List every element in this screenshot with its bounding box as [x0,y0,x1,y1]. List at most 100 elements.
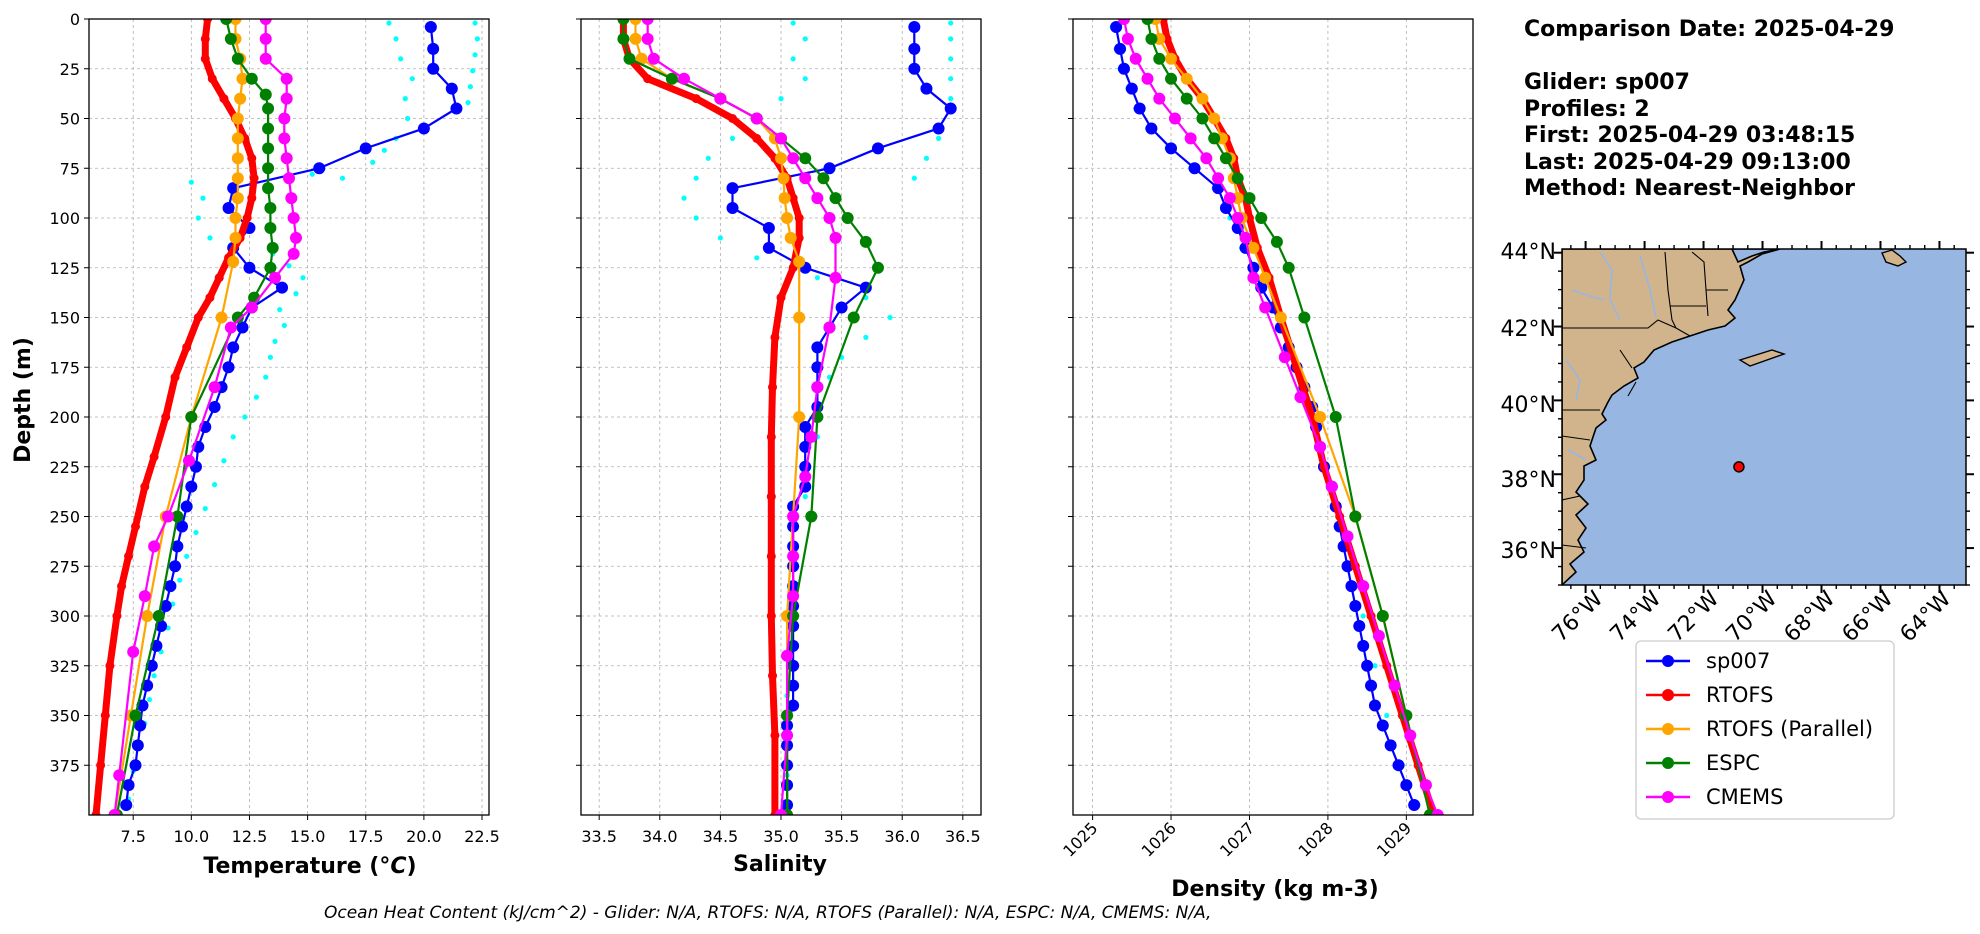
rtofs-parallel-point [775,152,787,165]
espc-point [231,52,244,65]
sp007-raw-raw-point [790,20,796,26]
cmems-point [138,590,151,603]
lon-label: 72°W [1664,586,1725,647]
cmems-point [1357,580,1370,593]
sp007-point [131,739,144,752]
x-tick-label: 1029 [1373,818,1415,860]
cmems-point [805,430,818,443]
sp007-raw-raw-point [200,195,206,201]
rtofs-point [203,19,213,24]
sp007-raw-raw-point [207,235,213,241]
y-tick-label: 300 [49,607,80,626]
cmems-point [287,247,300,260]
land-island [1738,249,1908,367]
sp007-point [227,341,240,354]
rtofs-parallel-point [231,152,244,165]
cmems-line [646,19,837,815]
rtofs-point [247,153,257,163]
density-axis-label: Density (kg m-3) [1171,877,1379,902]
rtofs-parallel-point [236,72,249,85]
legend-marker [1662,757,1674,769]
rtofs-point [643,74,653,84]
map-frame [1561,248,1967,586]
legend-entry: CMEMS [1646,785,1784,809]
glider-name: Glider: sp007 [1524,70,1690,95]
sp007-raw-raw-point [754,255,760,261]
sp007-raw-raw-point [405,115,411,122]
cmems-point [829,271,842,284]
map-ticks [1554,241,1974,593]
y-tick-label: 25 [60,60,80,79]
rtofs-point [207,74,217,84]
x-tick-label: 12.5 [232,827,268,846]
glider-location-marker [1733,461,1745,473]
lon-label: 66°W [1838,586,1899,647]
method: Method: Nearest-Neighbor [1524,176,1855,201]
rtofs-point [182,342,192,352]
espc-point [129,709,142,722]
sp007-raw-raw-point [281,322,287,329]
rtofs-parallel-point [231,172,244,185]
cmems-point [1117,19,1130,25]
sp007-raw-raw-point [705,155,711,161]
x-tick-label: 35.5 [824,827,860,846]
sp007-point [1341,560,1354,573]
espc-point [859,235,872,248]
sp007-point [1349,600,1362,613]
sp007-point [726,202,739,215]
cmems-point [775,132,787,145]
cmems-point [1121,32,1134,45]
espc-point [262,182,275,195]
cmems-point [781,729,794,742]
lon-label: 68°W [1780,586,1841,647]
legend-frame [1635,640,1895,820]
espc-point [617,19,630,25]
latitude-labels: 44°N 42°N 40°N 38°N 36°N [1501,240,1556,564]
sp007-point [726,182,739,195]
rtofs-point [112,611,122,621]
sp007-point [227,182,240,195]
espc-point [841,212,854,224]
espc-point [871,261,884,274]
cmems-point [1231,212,1244,224]
cmems-point [775,809,787,815]
cmems-point [285,192,298,205]
sp007-raw-raw-point [398,56,404,62]
espc-point [264,202,277,215]
lon-label: 76°W [1548,586,1609,647]
plot-area [1109,19,1444,815]
cmems-point [1431,809,1444,815]
sp007-line [125,25,458,807]
sp007-point [1165,142,1178,155]
cmems-point [278,132,291,145]
sp007-point [1361,659,1374,672]
legend-marker [1662,689,1674,701]
sp007-raw-raw-point [402,96,408,102]
rtofs-parallel-point [231,192,244,205]
sp007-raw-raw-point [263,374,269,380]
sp007-raw-raw-point [717,235,723,241]
sp007-point [1376,719,1389,732]
rtofs-parallel-point [227,255,240,268]
sp007-point [171,540,184,553]
legend-label: ESPC [1706,751,1760,775]
sp007-point [222,202,235,215]
cmems-point [647,52,660,65]
cmems-point [829,231,842,244]
rtofs-point [100,711,110,720]
sp007-point [1392,759,1405,772]
espc-point [799,152,812,165]
espc-point [1153,52,1166,65]
cmems-point [280,152,293,165]
sp007-point [1145,122,1158,135]
profiles-count: Profiles: 2 [1524,97,1650,122]
sp007-point [1365,679,1378,692]
espc-point [1329,411,1342,423]
sp007-point [122,779,135,792]
rtofs-point [776,293,786,303]
sp007-point [222,361,235,374]
cmems-point [678,72,691,85]
sp007-point [450,102,463,115]
cmems-point [278,112,291,125]
rtofs-parallel-point [229,212,242,224]
